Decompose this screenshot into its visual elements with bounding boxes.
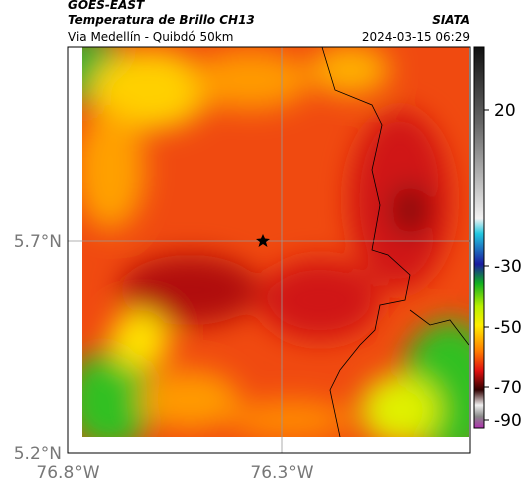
timestamp: 2024-03-15 06:29 bbox=[362, 30, 470, 44]
map-frame bbox=[67, 46, 471, 454]
subtitle: Via Medellín - Quibdó 50km bbox=[68, 30, 233, 44]
title: Temperatura de Brillo CH13 bbox=[68, 13, 255, 27]
location-marker bbox=[256, 234, 270, 247]
brand: SIATA bbox=[432, 13, 470, 27]
colorbar-label: -50 bbox=[494, 318, 522, 338]
colorbar-ticks bbox=[484, 109, 489, 421]
lon-label: 76.8°W bbox=[36, 463, 99, 483]
lat-label: 5.2°N bbox=[14, 444, 62, 464]
lon-label: 76.3°W bbox=[250, 463, 313, 483]
source: GOES-EAST bbox=[68, 0, 145, 12]
colorbar-label: 20 bbox=[494, 101, 516, 121]
colorbar-label: -70 bbox=[494, 378, 522, 398]
temperature-field bbox=[82, 47, 469, 437]
lat-label: 5.7°N bbox=[14, 232, 62, 252]
colorbar bbox=[473, 46, 485, 429]
colorbar-label: -90 bbox=[494, 411, 522, 431]
colorbar-label: -30 bbox=[494, 257, 522, 277]
